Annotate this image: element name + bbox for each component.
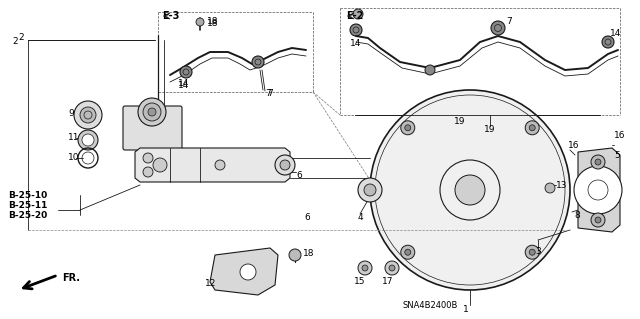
Text: 6: 6 [296,170,301,180]
Text: 14: 14 [350,40,362,48]
Text: B-25-20: B-25-20 [8,211,47,219]
Circle shape [389,265,395,271]
Circle shape [525,121,540,135]
Circle shape [252,56,264,68]
Text: 11: 11 [68,133,79,143]
Circle shape [385,261,399,275]
Circle shape [180,66,192,78]
Text: 12: 12 [205,278,216,287]
Text: E-2: E-2 [346,11,364,21]
Text: 18: 18 [303,249,314,257]
Circle shape [350,24,362,36]
Circle shape [196,18,204,26]
Text: 5: 5 [614,151,620,160]
Text: 14: 14 [610,29,621,39]
Text: 3: 3 [535,248,541,256]
Text: 15: 15 [355,278,365,286]
Text: 1: 1 [463,306,469,315]
Circle shape [401,121,415,135]
Circle shape [404,125,411,131]
Circle shape [78,130,98,150]
Text: 18: 18 [207,18,218,26]
Polygon shape [135,148,290,182]
Circle shape [362,265,368,271]
Text: 16: 16 [614,130,625,139]
Circle shape [529,249,535,255]
Text: E-3: E-3 [162,11,179,21]
Text: 2: 2 [12,38,18,47]
Circle shape [455,175,485,205]
Circle shape [364,184,376,196]
Polygon shape [578,148,620,232]
Text: 18: 18 [207,19,218,28]
Circle shape [153,158,167,172]
Circle shape [215,160,225,170]
Circle shape [404,249,411,255]
Circle shape [280,160,290,170]
Circle shape [595,217,601,223]
Text: 7: 7 [265,88,271,98]
Text: B-25-10: B-25-10 [8,190,47,199]
Text: 14: 14 [178,80,189,90]
Circle shape [425,65,435,75]
Text: 16: 16 [568,140,579,150]
Text: 17: 17 [382,278,394,286]
Circle shape [529,125,535,131]
Circle shape [143,167,153,177]
Text: 13: 13 [556,181,568,189]
Circle shape [401,245,415,259]
Text: 7: 7 [267,90,273,99]
Circle shape [574,166,622,214]
FancyBboxPatch shape [123,106,182,150]
Circle shape [353,9,363,19]
Circle shape [370,90,570,290]
Polygon shape [210,248,278,295]
Circle shape [138,98,166,126]
Circle shape [143,153,153,163]
Text: SNA4B2400B: SNA4B2400B [403,300,458,309]
Text: 6: 6 [304,213,310,222]
Text: 14: 14 [178,79,189,88]
Text: 8: 8 [574,211,580,219]
Circle shape [80,107,96,123]
Circle shape [143,103,161,121]
Circle shape [545,183,555,193]
Text: 19: 19 [484,125,496,135]
Circle shape [525,245,540,259]
Circle shape [240,264,256,280]
Text: FR.: FR. [62,273,80,283]
Circle shape [82,134,94,146]
Text: 10: 10 [68,153,79,162]
Circle shape [591,155,605,169]
Circle shape [74,101,102,129]
Text: 2: 2 [18,33,24,42]
Circle shape [358,261,372,275]
Circle shape [595,159,601,165]
Circle shape [491,21,505,35]
Text: 9: 9 [68,108,74,117]
Text: 19: 19 [454,117,466,127]
Text: 7: 7 [506,18,512,26]
Circle shape [602,36,614,48]
Circle shape [591,213,605,227]
Circle shape [289,249,301,261]
Circle shape [148,108,156,116]
Text: 4: 4 [357,213,363,222]
Circle shape [358,178,382,202]
Circle shape [275,155,295,175]
Text: B-25-11: B-25-11 [8,201,47,210]
